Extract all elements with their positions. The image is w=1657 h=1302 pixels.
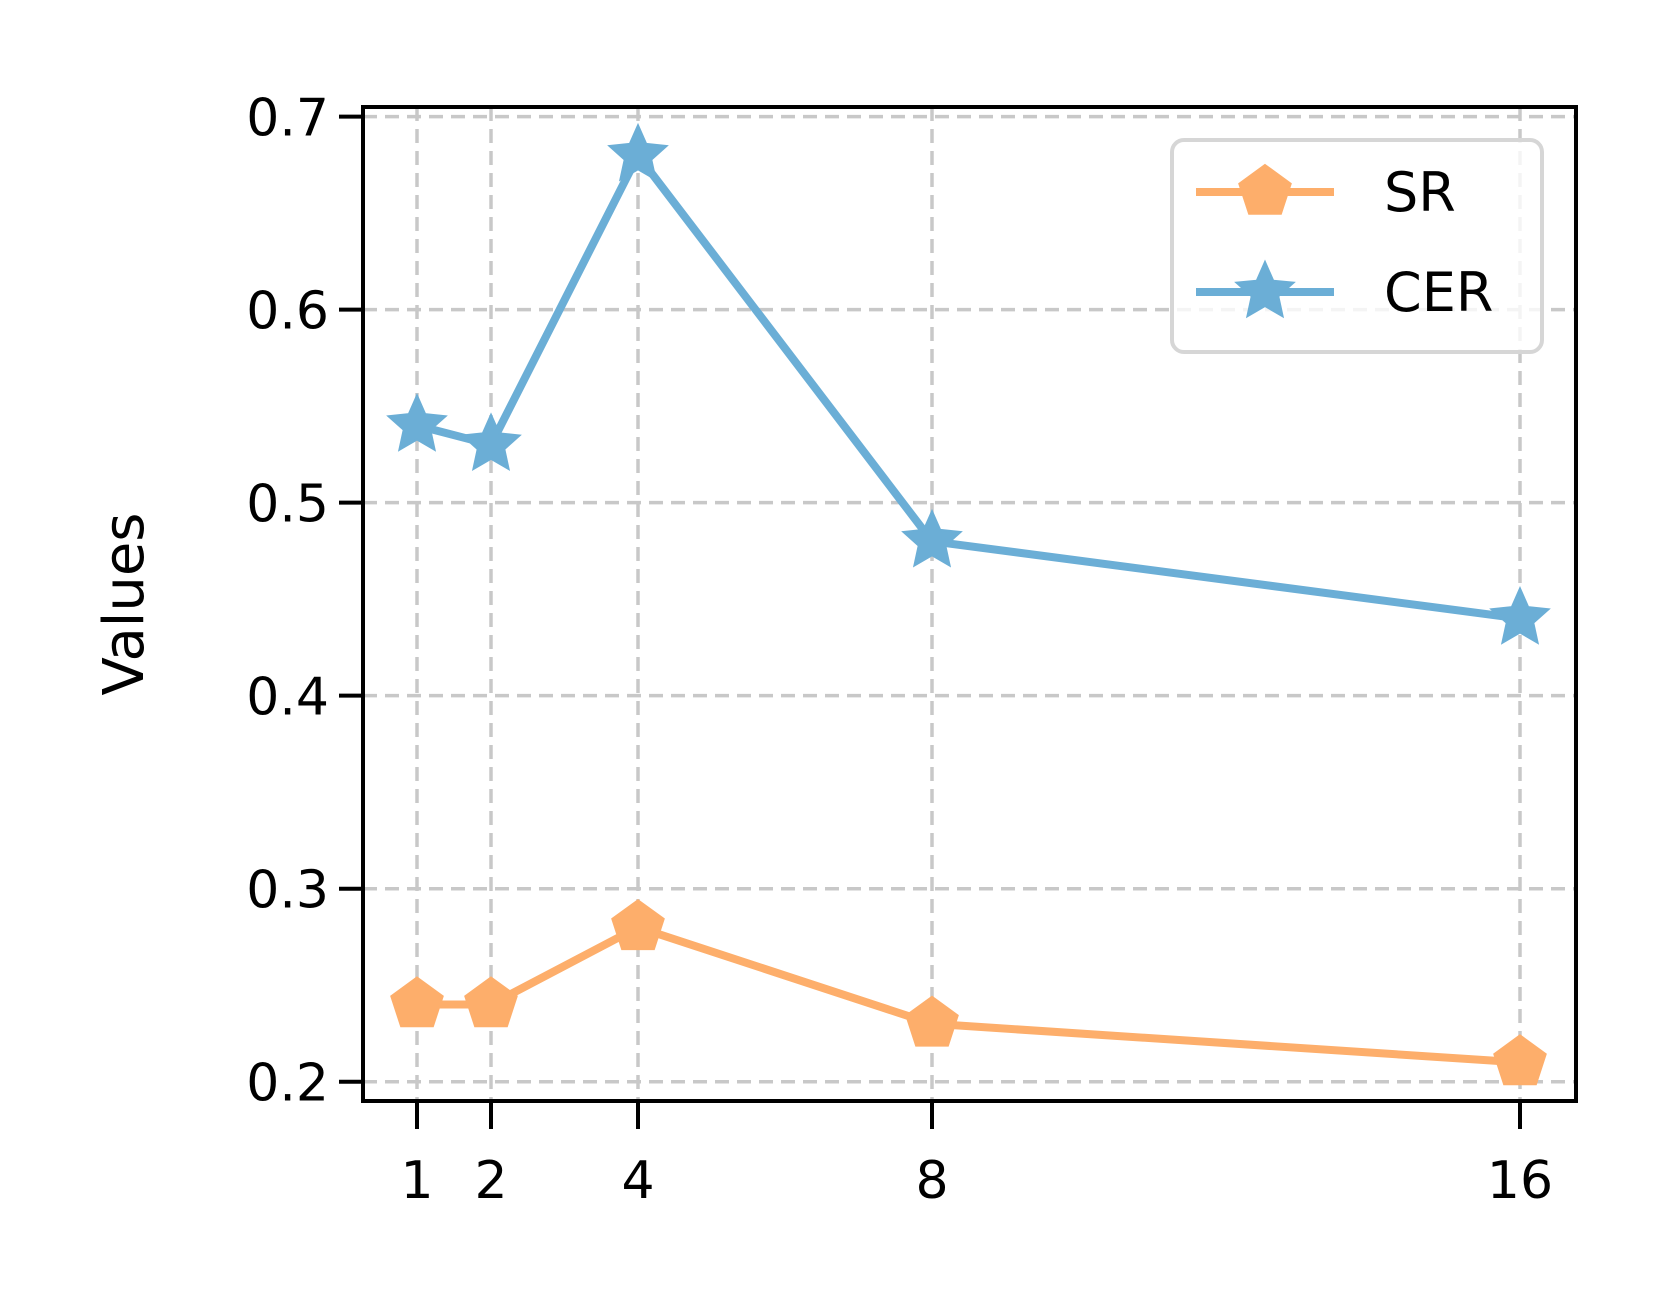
data-point-sr-4	[611, 899, 665, 951]
legend-marker-cer	[1234, 259, 1296, 319]
axes: 0.2 0.3 0.4 0.5 0.6 0.7 1 2 4 8 16	[246, 89, 1553, 1211]
data-point-sr-8	[905, 995, 959, 1047]
y-tick-label: 0.7	[246, 89, 329, 149]
y-tick-label: 0.5	[246, 475, 329, 535]
x-tick-label: 4	[621, 1151, 654, 1211]
series-cer	[386, 122, 1551, 645]
y-tick-label: 0.3	[246, 861, 329, 921]
x-tick-label: 1	[400, 1151, 433, 1211]
legend-marker-sr	[1238, 163, 1292, 215]
data-point-sr-16	[1493, 1034, 1547, 1086]
legend-label-cer: CER	[1384, 261, 1493, 324]
plot-frame	[361, 105, 1578, 1103]
data-point-cer-16	[1489, 586, 1551, 645]
legend: SR CER	[1170, 138, 1544, 354]
y-tick-label: 0.2	[246, 1054, 329, 1114]
y-tick-label: 0.4	[246, 668, 329, 728]
x-tick-label: 16	[1487, 1151, 1553, 1211]
data-point-cer-4	[607, 122, 669, 182]
y-axis-label: Values	[92, 513, 157, 696]
data-point-sr-1	[390, 976, 444, 1028]
x-tick-label: 8	[915, 1151, 948, 1211]
series-sr	[390, 899, 1547, 1086]
x-tick-label: 2	[474, 1151, 507, 1211]
y-tick-label: 0.6	[246, 282, 329, 342]
data-point-cer-2	[460, 412, 522, 471]
legend-label-sr: SR	[1384, 161, 1456, 224]
series-layer	[386, 122, 1551, 1086]
data-point-cer-8	[901, 508, 963, 568]
data-point-cer-1	[386, 393, 448, 452]
data-point-sr-2	[464, 976, 518, 1028]
